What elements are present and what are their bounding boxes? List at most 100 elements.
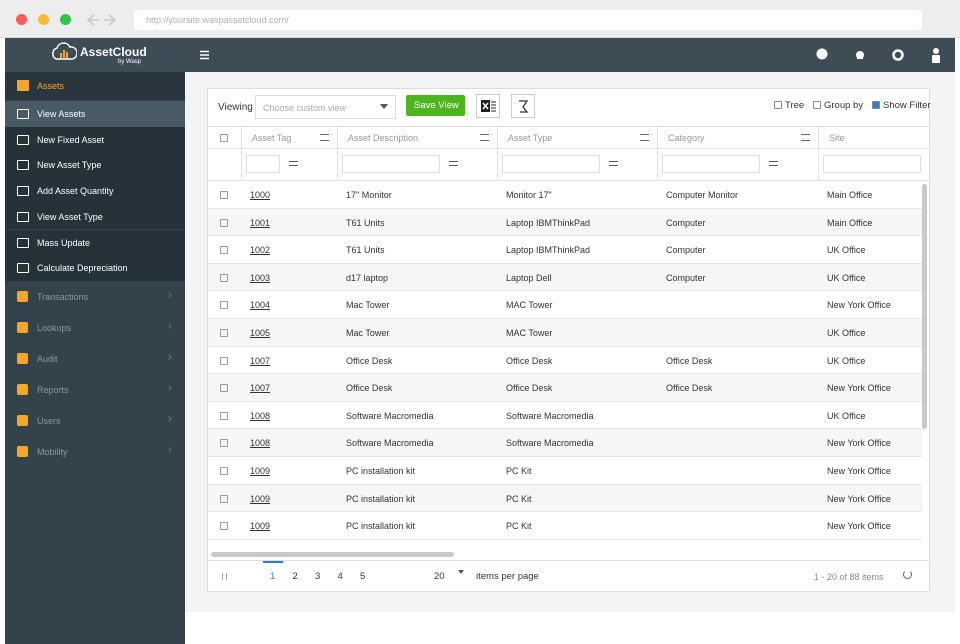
row-checkbox[interactable] bbox=[220, 356, 228, 365]
select-all-checkbox[interactable] bbox=[220, 134, 228, 142]
table-row[interactable]: 1008 Software Macromedia Software Macromed… bbox=[208, 401, 922, 430]
filter-icon[interactable] bbox=[769, 161, 778, 166]
filter-input[interactable] bbox=[502, 155, 600, 173]
row-checkbox[interactable] bbox=[220, 218, 228, 227]
table-row[interactable]: 1009 PC installation kit PC Kit New York Of… bbox=[208, 457, 922, 485]
submenu-item[interactable]: Add Asset Quantity bbox=[5, 178, 185, 204]
submenu-item[interactable]: Calculate Depreciation bbox=[5, 255, 185, 281]
page-link[interactable]: 1 bbox=[270, 571, 276, 582]
row-checkbox[interactable] bbox=[220, 191, 228, 199]
asset-tag-link[interactable]: 1000 bbox=[250, 190, 271, 200]
section-active[interactable]: Assets bbox=[5, 72, 185, 100]
menu-section[interactable]: Reports bbox=[5, 374, 185, 405]
row-checkbox[interactable] bbox=[220, 384, 228, 393]
filter-icon[interactable] bbox=[289, 161, 298, 166]
pager-first[interactable] bbox=[222, 573, 227, 580]
asset-tag-link[interactable]: 1007 bbox=[250, 383, 271, 394]
chevron bbox=[166, 385, 172, 391]
cell: Main Office bbox=[827, 217, 873, 228]
asset-tag-link[interactable]: 1003 bbox=[250, 272, 271, 283]
page-link[interactable]: 2 bbox=[292, 571, 298, 582]
submenu-item[interactable]: New Fixed Asset bbox=[5, 126, 185, 153]
page-link[interactable]: 5 bbox=[360, 571, 366, 582]
table-row[interactable]: 1003 d17 laptop Laptop Dell Computer UK Offi… bbox=[208, 263, 922, 292]
row-checkbox[interactable] bbox=[220, 439, 228, 448]
row-checkbox[interactable] bbox=[220, 522, 228, 531]
nav-arrows[interactable] bbox=[84, 12, 124, 28]
menu-toggle[interactable] bbox=[199, 50, 211, 60]
table-row[interactable]: 1009 PC installation kit PC Kit New York Of… bbox=[208, 484, 922, 513]
submenu-item[interactable]: New Asset Type bbox=[5, 152, 185, 179]
filter-input[interactable] bbox=[662, 155, 760, 173]
row-checkbox[interactable] bbox=[220, 301, 228, 310]
column-menu[interactable] bbox=[640, 134, 649, 141]
vertical-scrollbar[interactable] bbox=[922, 184, 927, 429]
asset-tag-link[interactable]: 1004 bbox=[250, 300, 271, 311]
asset-tag-link[interactable]: 1002 bbox=[250, 245, 271, 256]
submenu-item[interactable]: Mass Update bbox=[5, 229, 185, 256]
filter-input[interactable] bbox=[823, 155, 921, 173]
row-checkbox[interactable] bbox=[220, 273, 228, 282]
column-menu[interactable] bbox=[801, 134, 810, 141]
row-checkbox[interactable] bbox=[220, 411, 228, 420]
address-bar[interactable]: http://yoursite.waspassetcloud.com/ bbox=[134, 10, 922, 30]
page-link[interactable]: 4 bbox=[337, 571, 343, 582]
row-checkbox[interactable] bbox=[220, 467, 228, 475]
asset-tag-link[interactable]: 1009 bbox=[250, 466, 271, 476]
horizontal-scrollbar[interactable] bbox=[211, 552, 454, 557]
asset-tag-link[interactable]: 1008 bbox=[250, 410, 271, 421]
option-checkbox[interactable] bbox=[774, 101, 782, 109]
table-row[interactable]: 1001 T61 Units Laptop IBMThinkPad Computer M… bbox=[208, 208, 922, 237]
asset-tag-link[interactable]: 1007 bbox=[250, 355, 271, 366]
close-button[interactable] bbox=[16, 14, 27, 25]
save-view-label: Save View bbox=[414, 100, 459, 111]
view-select[interactable]: Choose custom view bbox=[255, 95, 396, 119]
cell: UK Office bbox=[827, 245, 866, 256]
menu-section[interactable]: Mobility bbox=[5, 436, 185, 467]
cell: Office Desk bbox=[346, 383, 393, 394]
column-menu[interactable] bbox=[480, 134, 489, 141]
filter-icon[interactable] bbox=[449, 161, 458, 166]
asset-tag-link[interactable]: 1009 bbox=[250, 521, 271, 532]
reset-button[interactable] bbox=[511, 94, 535, 118]
row-checkbox[interactable] bbox=[220, 494, 228, 503]
submenu-label: View Asset Type bbox=[37, 211, 103, 222]
menu-section[interactable]: Audit bbox=[5, 343, 185, 374]
asset-tag-link[interactable]: 1005 bbox=[250, 328, 271, 338]
column-menu[interactable] bbox=[320, 134, 329, 141]
submenu-item[interactable]: View Assets bbox=[5, 101, 185, 127]
menu-section[interactable]: Users bbox=[5, 405, 185, 436]
option-checkbox[interactable] bbox=[813, 101, 821, 109]
refresh-button[interactable] bbox=[903, 570, 912, 579]
minimize-button[interactable] bbox=[38, 14, 49, 25]
filter-input[interactable] bbox=[342, 155, 440, 173]
table-row[interactable]: 1005 Mac Tower MAC Tower UK Office bbox=[208, 319, 922, 347]
row-checkbox[interactable] bbox=[220, 246, 228, 255]
cell: T61 Units bbox=[346, 245, 385, 256]
row-checkbox[interactable] bbox=[220, 329, 228, 337]
menu-section[interactable]: Lookups bbox=[5, 312, 185, 343]
asset-tag-link[interactable]: 1009 bbox=[250, 493, 271, 504]
page-link[interactable]: 3 bbox=[315, 571, 321, 582]
table-row[interactable]: 1008 Software Macromedia Software Macromed… bbox=[208, 429, 922, 457]
table-row[interactable]: 1004 Mac Tower MAC Tower New York Office bbox=[208, 291, 922, 319]
filter-input[interactable] bbox=[246, 155, 280, 173]
table-row[interactable]: 1009 PC installation kit PC Kit New York Of… bbox=[208, 512, 922, 540]
option-checkbox[interactable] bbox=[872, 101, 880, 109]
table-row[interactable]: 1002 T61 Units Laptop IBMThinkPad Computer U… bbox=[208, 236, 922, 264]
cell: Laptop IBMThinkPad bbox=[506, 217, 591, 228]
table-row[interactable]: 1007 Office Desk Office Desk Office Desk New… bbox=[208, 374, 922, 402]
save-view-button[interactable]: Save View bbox=[406, 95, 465, 116]
header-icons[interactable] bbox=[815, 47, 955, 63]
page-size[interactable]: 20 bbox=[434, 571, 445, 582]
maximize-button[interactable] bbox=[60, 14, 71, 25]
asset-tag-link[interactable]: 1008 bbox=[250, 438, 271, 449]
excel-button[interactable] bbox=[476, 94, 500, 118]
table-row[interactable]: 1000 17" Monitor Monitor 17" Computer Monit… bbox=[208, 181, 922, 209]
submenu-item[interactable]: View Asset Type bbox=[5, 203, 185, 230]
table-row[interactable]: 1007 Office Desk Office Desk Office Desk UK … bbox=[208, 346, 922, 375]
chevron bbox=[166, 292, 172, 298]
menu-section[interactable]: Transactions bbox=[5, 281, 185, 312]
filter-icon[interactable] bbox=[609, 161, 618, 166]
asset-tag-link[interactable]: 1001 bbox=[250, 217, 271, 228]
